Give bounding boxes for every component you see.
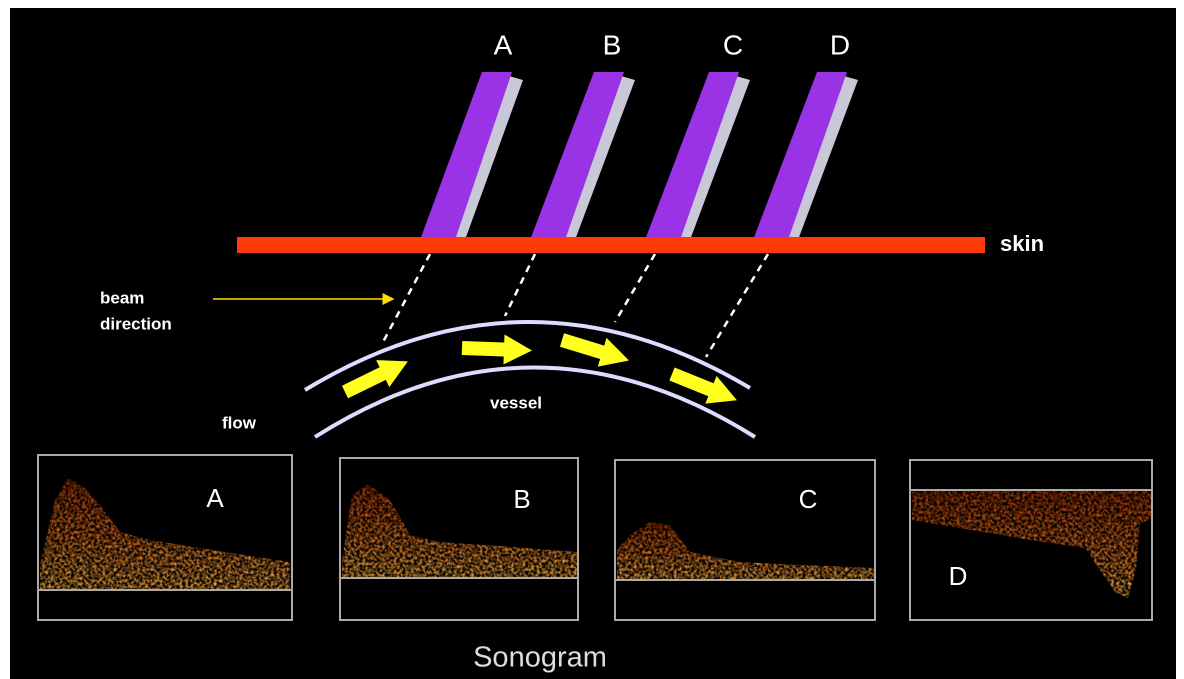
skin-label: skin — [1000, 231, 1044, 256]
sonogram-label: B — [513, 484, 530, 514]
transducer-label: B — [603, 29, 622, 60]
flow-label: flow — [222, 413, 257, 432]
transducer-label: A — [494, 29, 513, 60]
beam-label: beam — [100, 288, 144, 307]
vessel-label: vessel — [490, 393, 542, 412]
diagram: A B C D skin beam direction vessel flow — [0, 0, 1184, 679]
sonogram-label: D — [949, 561, 968, 591]
transducer-label: C — [723, 29, 743, 60]
transducer-label: D — [830, 29, 850, 60]
caption: Sonogram — [473, 642, 607, 674]
skin-line — [237, 237, 985, 253]
sonogram-label: A — [206, 483, 224, 513]
sonogram-label: C — [799, 484, 818, 514]
beam-label: direction — [100, 314, 172, 333]
